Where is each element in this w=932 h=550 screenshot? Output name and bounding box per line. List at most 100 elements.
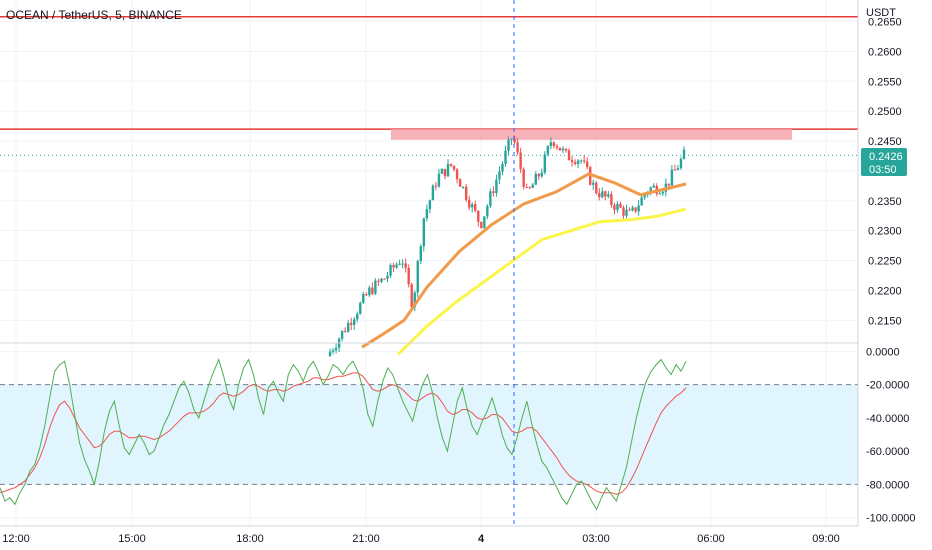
price-tick-label: 0.2350 [868,196,902,208]
candle-body [359,302,362,314]
candles [328,135,686,357]
candle-body [413,292,416,308]
candle-body [676,168,680,170]
candle-body [440,168,444,174]
oscillator-band [0,384,858,485]
candle-body [489,191,492,207]
candle-body [579,160,583,162]
candle-body [334,347,338,351]
time-tick-label: 18:00 [236,533,264,545]
candle-body [622,207,625,216]
candle-body [679,158,683,169]
price-tick-label: 0.2500 [868,106,902,118]
candle-body [371,287,374,294]
candle-body [504,150,507,164]
candle-body [501,163,504,172]
candle-body [595,182,598,194]
time-tick-label: 12:00 [2,533,30,545]
candle-body [431,185,435,201]
price-tick-label: 0.2300 [868,226,902,238]
candle-body [395,264,398,268]
current-price-tag-bg [861,148,907,176]
candle-body [368,287,371,296]
chart-title: OCEAN / TetherUS, 5, BINANCE [6,8,182,22]
candle-body [604,191,607,197]
candle-body [340,330,344,339]
candle-body [389,264,392,276]
candle-body [350,322,353,325]
resistance-zone[interactable] [391,129,792,140]
candle-body [374,280,377,294]
candle-body [437,173,441,187]
candle-body [637,205,640,212]
candle-body [467,199,471,208]
candle-body [570,160,574,163]
candle-body [567,150,571,161]
candle-body [543,154,547,173]
oscillator-line [0,358,687,511]
oscillator-tick-label: 0.0000 [866,346,900,358]
candle-body [480,221,483,228]
candle-body [592,182,595,185]
candle-body [346,322,350,332]
candle-body [549,142,553,147]
candle-body [474,204,477,211]
candle-body [483,216,486,228]
candle-body [607,194,610,197]
time-tick-label: 06:00 [697,533,725,545]
candle-body [356,313,359,320]
candle-body [625,209,628,216]
candle-body [628,209,631,211]
candle-body [422,218,426,247]
candle-body [513,138,516,143]
oscillator-tick-label: -20.0000 [866,380,909,392]
price-tick-label: 0.2600 [868,46,902,58]
price-tick-label: 0.2150 [868,315,902,327]
candle-body [561,148,565,151]
price-axis-panel[interactable] [858,0,932,526]
time-tick-label: 4 [478,533,485,545]
candle-body [634,207,637,212]
candle-body [486,206,489,217]
candle-body [619,203,622,208]
candle-body [449,163,453,166]
candle-body [416,261,419,293]
candle-body [343,330,347,332]
candle-body [546,146,550,155]
candle-body [495,179,498,194]
candle-body [643,194,646,198]
candle-body [652,185,655,188]
candle-body [455,169,459,180]
candle-body [610,194,613,205]
candle-body [461,186,465,188]
candle-body [540,172,544,177]
candle-body [649,187,652,193]
candle-body [598,193,601,198]
ma-fast-line [361,172,687,349]
candle-body [525,187,528,189]
candle-body [328,351,332,357]
candle-body [428,200,432,210]
countdown-value: 03:50 [869,164,897,176]
candle-body [419,246,422,262]
time-tick-label: 09:00 [812,533,840,545]
oscillator-tick-label: -40.0000 [866,413,909,425]
price-tick-label: 0.2450 [868,136,902,148]
candle-body [398,263,401,265]
candle-body [464,186,468,200]
current-price-value: 0.2426 [869,151,903,163]
axis-unit-label: USDT [866,7,896,19]
oscillator-tick-label: -60.0000 [866,446,909,458]
candle-body [519,152,522,170]
candle-body [528,187,531,189]
time-tick-label: 03:00 [582,533,610,545]
candle-body [667,183,671,186]
candle-body [446,163,450,177]
candle-body [477,210,480,222]
price-tick-label: 0.2650 [868,17,902,29]
oscillator-tick-label: -100.0000 [866,513,916,525]
candle-body [507,139,510,151]
current-price-tag: 0.2426 03:50 [861,148,907,176]
candle-body [582,160,586,162]
